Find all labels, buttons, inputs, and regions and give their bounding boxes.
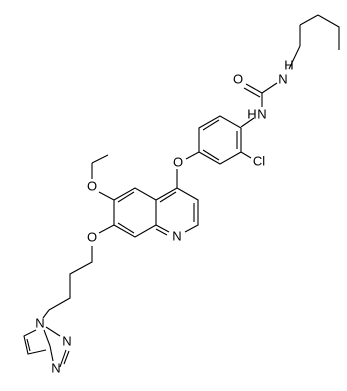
bond (42, 309, 50, 319)
bond (117, 222, 135, 234)
bond (49, 345, 54, 362)
atom-label: H (284, 57, 293, 72)
atom-label: O (173, 154, 183, 169)
bond (98, 224, 115, 234)
atom-label: O (87, 178, 97, 193)
bond (48, 246, 93, 311)
bond (202, 119, 220, 131)
bond (240, 151, 252, 159)
bond (59, 349, 67, 368)
bond (43, 329, 51, 347)
bond (117, 191, 135, 203)
ring (198, 115, 242, 165)
bond (317, 14, 340, 50)
bond (98, 191, 115, 201)
atom-label: N (257, 106, 266, 121)
atom-label: N (35, 315, 44, 330)
bond (288, 45, 301, 70)
bond (26, 338, 31, 352)
atom-label: N (62, 333, 71, 348)
bond (243, 87, 261, 98)
bonds (23, 14, 340, 368)
bond (261, 82, 278, 94)
atom-label: N (172, 228, 181, 243)
bond (240, 117, 255, 128)
bond (159, 191, 177, 203)
atom-label: N (278, 71, 287, 86)
bond (45, 326, 61, 337)
bond (23, 329, 47, 355)
bond (91, 154, 109, 164)
bond (155, 228, 168, 236)
atom-label: Cl (253, 153, 265, 168)
bond (185, 151, 200, 160)
ring (113, 187, 157, 238)
ring (155, 187, 178, 233)
bond (245, 83, 263, 94)
bond (299, 14, 319, 26)
atom-label: H (247, 106, 256, 121)
bond (63, 350, 70, 365)
ring (176, 187, 199, 233)
atom-labels: H N O N H Cl O O O N N N N (35, 57, 293, 375)
atom-label: O (233, 71, 243, 86)
bond (202, 149, 220, 161)
atom-label: N (51, 360, 60, 375)
atom-label: O (87, 229, 97, 244)
